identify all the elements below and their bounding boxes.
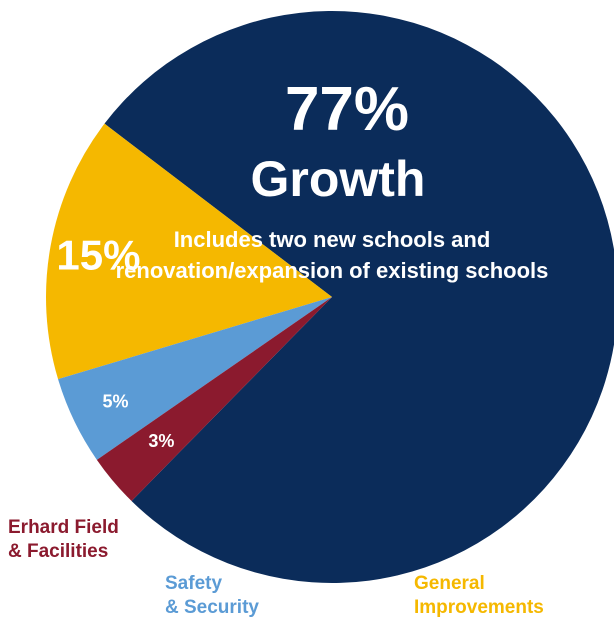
erhard-field-legend-line-1: Erhard Field bbox=[8, 517, 119, 538]
erhard-field-legend-label: Erhard Field & Facilities bbox=[8, 516, 119, 564]
general-improvements-legend-line-1: General bbox=[414, 573, 485, 594]
general-improvements-legend-line-2: Improvements bbox=[414, 597, 544, 618]
erhard-field-slice bbox=[96, 297, 332, 501]
safety-security-legend-line-1: Safety bbox=[165, 573, 223, 594]
safety-security-legend-line-2: & Security bbox=[165, 597, 259, 618]
general-improvements-legend-label: General Improvements bbox=[414, 572, 544, 620]
growth-percent-label: 77% bbox=[285, 75, 409, 144]
pie-slices bbox=[46, 11, 614, 583]
growth-description-line-2: renovation/expansion of existing schools bbox=[116, 258, 549, 283]
safety-security-legend-label: Safety & Security bbox=[165, 572, 259, 620]
erhard-field-percent-label: 3% bbox=[148, 431, 174, 451]
general-improvements-percent-label: 15% bbox=[56, 231, 140, 278]
erhard-field-legend-line-2: & Facilities bbox=[8, 541, 109, 562]
pie-labels: 77% Growth Includes two new schools and ren… bbox=[56, 75, 548, 451]
growth-slice bbox=[104, 11, 614, 583]
growth-title-label: Growth bbox=[251, 151, 426, 207]
safety-security-slice bbox=[58, 297, 332, 460]
safety-security-percent-label: 5% bbox=[103, 391, 129, 411]
general-improvements-slice bbox=[46, 123, 333, 380]
growth-description-line-1: Includes two new schools and bbox=[174, 227, 491, 252]
